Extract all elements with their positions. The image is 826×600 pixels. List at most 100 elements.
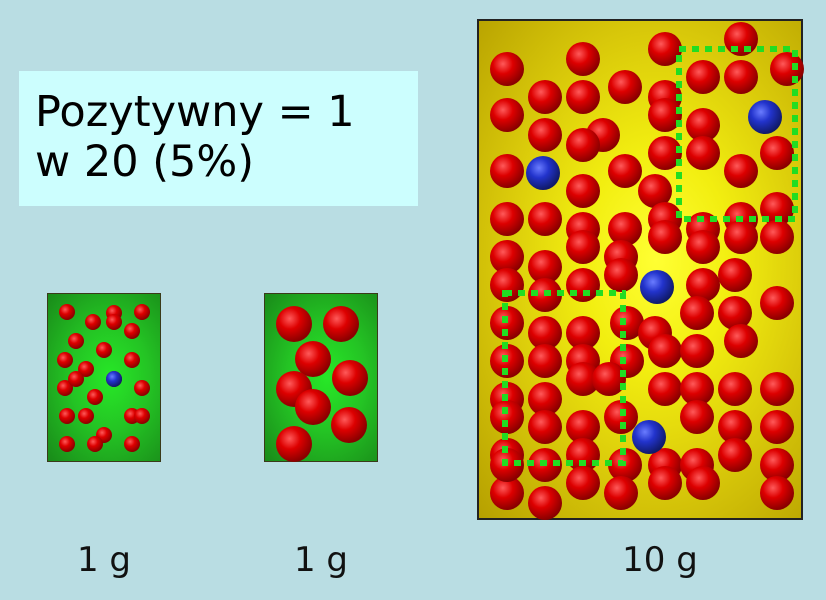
negative-particle	[680, 334, 714, 368]
negative-particle	[490, 476, 524, 510]
negative-particle	[57, 352, 73, 368]
negative-particle	[760, 286, 794, 320]
negative-particle	[718, 258, 752, 292]
negative-particle	[59, 436, 75, 452]
sample-medium-weight: 1 g	[293, 540, 349, 580]
negative-particle	[686, 136, 720, 170]
negative-particle	[528, 486, 562, 520]
negative-particle	[124, 436, 140, 452]
negative-particle	[718, 438, 752, 472]
negative-particle	[295, 341, 331, 377]
sample-small-panel	[47, 293, 161, 462]
positive-particle	[526, 156, 560, 190]
callout-line-1: Pozytywny = 1	[35, 87, 355, 137]
negative-particle	[528, 118, 562, 152]
negative-particle	[566, 466, 600, 500]
negative-particle	[648, 136, 682, 170]
negative-particle	[295, 389, 331, 425]
negative-particle	[680, 372, 714, 406]
negative-particle	[680, 296, 714, 330]
negative-particle	[276, 306, 312, 342]
negative-particle	[59, 408, 75, 424]
negative-particle	[134, 380, 150, 396]
positive-particle	[640, 270, 674, 304]
negative-particle	[490, 268, 524, 302]
negative-particle	[59, 304, 75, 320]
negative-particle	[724, 154, 758, 188]
sample-small-weight: 1 g	[76, 540, 132, 580]
negative-particle	[528, 382, 562, 416]
negative-particle	[124, 323, 140, 339]
negative-particle	[566, 128, 600, 162]
negative-particle	[724, 220, 758, 254]
negative-particle	[724, 60, 758, 94]
negative-particle	[760, 372, 794, 406]
negative-particle	[724, 22, 758, 56]
negative-particle	[608, 212, 642, 246]
negative-particle	[718, 410, 752, 444]
negative-particle	[648, 372, 682, 406]
sample-small-particles	[57, 304, 150, 452]
positive-particle	[106, 371, 122, 387]
negative-particle	[566, 80, 600, 114]
negative-particle	[134, 408, 150, 424]
negative-particle	[686, 268, 720, 302]
negative-particle	[566, 438, 600, 472]
negative-particle	[57, 380, 73, 396]
negative-particle	[610, 306, 644, 340]
sample-large-particles	[490, 22, 804, 520]
negative-particle	[724, 324, 758, 358]
sample-large-weight: 10 g	[622, 540, 698, 580]
sample-medium-panel	[264, 293, 378, 462]
negative-particle	[528, 202, 562, 236]
negative-particle	[566, 42, 600, 76]
negative-particle	[68, 371, 84, 387]
negative-particle	[490, 240, 524, 274]
negative-particle	[680, 400, 714, 434]
negative-particle	[528, 250, 562, 284]
negative-particle	[528, 344, 562, 378]
negative-particle	[760, 220, 794, 254]
negative-particle	[686, 466, 720, 500]
negative-particle	[760, 448, 794, 482]
negative-particle	[648, 32, 682, 66]
sample-large-panel	[477, 19, 804, 520]
callout-line-2: w 20 (5%)	[35, 137, 254, 187]
negative-particle	[490, 98, 524, 132]
negative-particle	[604, 258, 638, 292]
sub-sample-box-bottom-left	[502, 290, 626, 466]
negative-particle	[87, 436, 103, 452]
negative-particle	[134, 304, 150, 320]
negative-particle	[96, 342, 112, 358]
negative-particle	[566, 268, 600, 302]
negative-particle	[566, 410, 600, 444]
negative-particle	[490, 154, 524, 188]
negative-particle	[124, 352, 140, 368]
negative-particle	[68, 333, 84, 349]
negative-particle	[528, 316, 562, 350]
negative-particle	[648, 466, 682, 500]
positive-particle	[632, 420, 666, 454]
negative-particle	[78, 408, 94, 424]
negative-particle	[332, 360, 368, 396]
negative-particle	[686, 108, 720, 142]
negative-particle	[323, 306, 359, 342]
negative-particle	[648, 98, 682, 132]
positive-particle	[748, 100, 782, 134]
negative-particle	[718, 372, 752, 406]
negative-particle	[106, 314, 122, 330]
negative-particle	[528, 80, 562, 114]
negative-particle	[490, 400, 524, 434]
negative-particle	[276, 426, 312, 462]
negative-particle	[566, 316, 600, 350]
negative-particle	[608, 70, 642, 104]
sample-medium-particles	[276, 306, 368, 462]
sub-sample-box-top-right	[676, 46, 798, 222]
negative-particle	[85, 314, 101, 330]
negative-particle	[604, 476, 638, 510]
negative-particle	[566, 230, 600, 264]
negative-particle	[566, 174, 600, 208]
negative-particle	[87, 389, 103, 405]
negative-particle	[331, 407, 367, 443]
result-callout: Pozytywny = 1 w 20 (5%)	[19, 71, 418, 206]
